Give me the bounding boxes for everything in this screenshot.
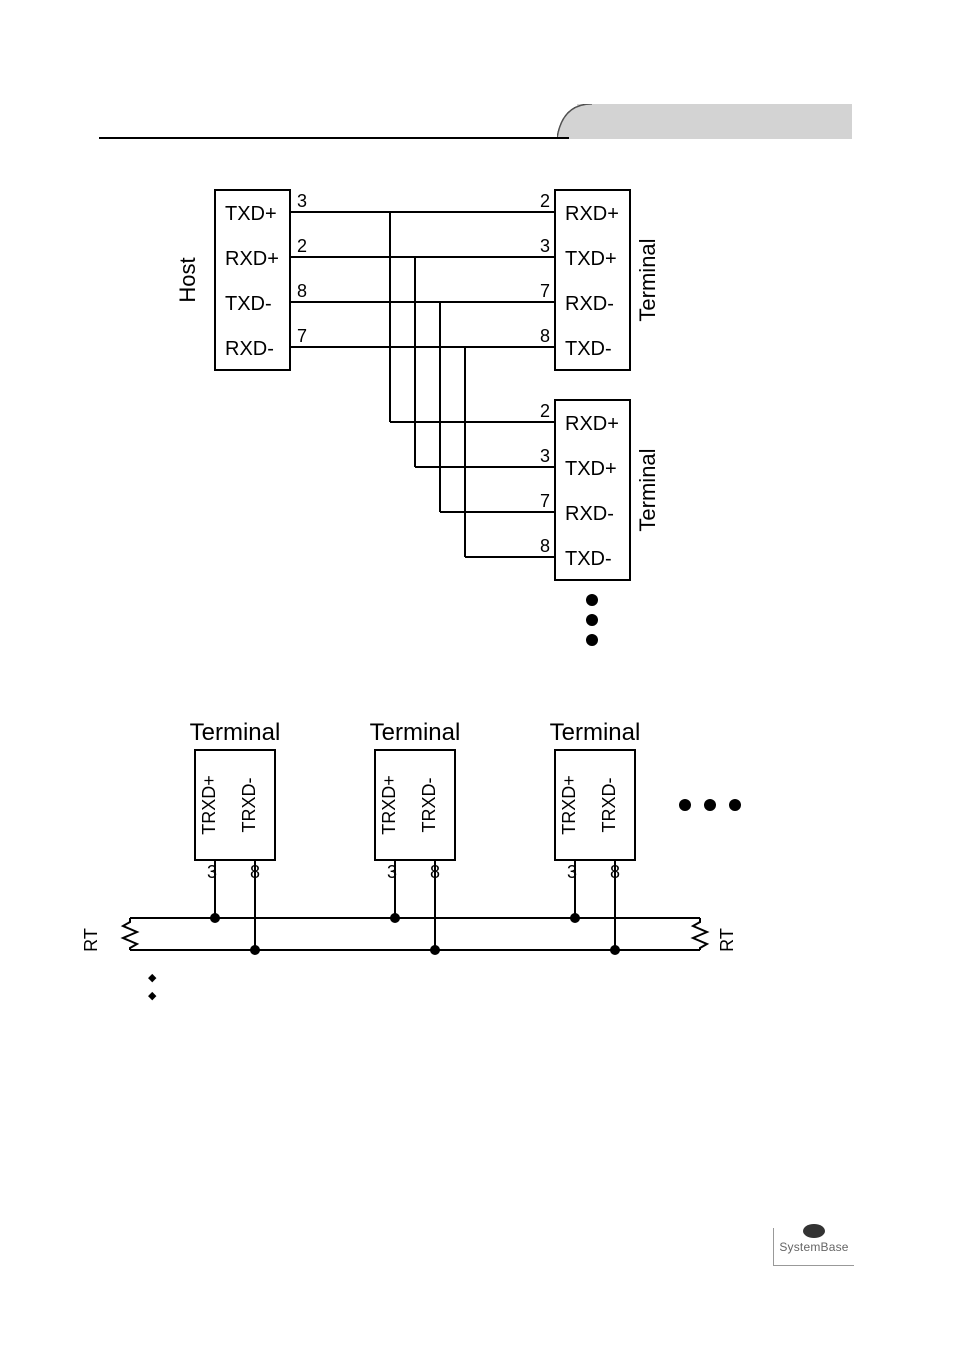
rs422-wiring-diagram: Host TXD+ RXD+ TXD- RXD- 3 2 8 7 Termina… xyxy=(165,180,725,650)
t2-pin-8: 8 xyxy=(540,536,550,556)
host-label: Host xyxy=(175,257,200,302)
t2-sig-rxdp: RXD+ xyxy=(565,413,619,435)
terminal-block-3: Terminal TRXD+ TRXD- 3 8 xyxy=(550,720,641,955)
more-dot-1 xyxy=(586,594,598,606)
host-pin-2: 2 xyxy=(297,236,307,256)
t1-sig-rxdp: RXD+ xyxy=(565,203,619,225)
footer-line xyxy=(774,1265,854,1266)
tb3-sig-n: TRXD- xyxy=(599,778,619,833)
tb3-label: Terminal xyxy=(550,720,641,746)
header-curve xyxy=(557,104,592,139)
more2-dot-2 xyxy=(704,799,716,811)
host-sig-rxdp: RXD+ xyxy=(225,248,279,270)
tb1-sig-n: TRXD- xyxy=(239,778,259,833)
t1-pin-3: 3 xyxy=(540,236,550,256)
more2-dot-3 xyxy=(729,799,741,811)
t1-sig-txdp: TXD+ xyxy=(565,248,617,270)
host-sig-rxdn: RXD- xyxy=(225,338,274,360)
host-pin-3: 3 xyxy=(297,191,307,211)
tb2-sig-n: TRXD- xyxy=(419,778,439,833)
note-2: ◆ xyxy=(148,988,156,1006)
terminal-block-2: Terminal TRXD+ TRXD- 3 8 xyxy=(370,720,461,955)
terminal2-label: Terminal xyxy=(635,448,660,531)
rt-right xyxy=(693,918,707,950)
t2-pin-2: 2 xyxy=(540,401,550,421)
tb3-sig-p: TRXD+ xyxy=(559,775,579,835)
tb1-sig-p: TRXD+ xyxy=(199,775,219,835)
rs485-multidrop-diagram: RT RT Terminal TRXD+ TRXD- 3 8 Terminal … xyxy=(75,720,795,980)
t2-sig-rxdn: RXD- xyxy=(565,503,614,525)
tb1-label: Terminal xyxy=(190,720,281,746)
rt-right-label: RT xyxy=(717,928,737,952)
header-band xyxy=(577,104,852,139)
tb2-label: Terminal xyxy=(370,720,461,746)
rt-left xyxy=(123,918,137,950)
header-underline xyxy=(99,137,569,139)
t1-sig-rxdn: RXD- xyxy=(565,293,614,315)
host-sig-txdp: TXD+ xyxy=(225,203,277,225)
t1-pin-2: 2 xyxy=(540,191,550,211)
footer-logo: SystemBase xyxy=(774,1224,854,1254)
notes-block: ◆ ◆ xyxy=(146,970,156,1005)
t1-pin-8: 8 xyxy=(540,326,550,346)
more-dot-2 xyxy=(586,614,598,626)
tb2-sig-p: TRXD+ xyxy=(379,775,399,835)
t2-pin-3: 3 xyxy=(540,446,550,466)
t2-sig-txdp: TXD+ xyxy=(565,458,617,480)
t2-sig-txdn: TXD- xyxy=(565,548,612,570)
host-sig-txdn: TXD- xyxy=(225,293,272,315)
terminal1-label: Terminal xyxy=(635,238,660,321)
more-dot-3 xyxy=(586,634,598,646)
terminal-block-1: Terminal TRXD+ TRXD- 3 8 xyxy=(190,720,281,955)
t1-pin-7: 7 xyxy=(540,281,550,301)
note-1: ◆ xyxy=(148,970,156,988)
host-pin-8: 8 xyxy=(297,281,307,301)
t1-sig-txdn: TXD- xyxy=(565,338,612,360)
host-pin-7: 7 xyxy=(297,326,307,346)
rt-left-label: RT xyxy=(81,928,101,952)
footer-logo-icon xyxy=(803,1224,825,1238)
t2-pin-7: 7 xyxy=(540,491,550,511)
more2-dot-1 xyxy=(679,799,691,811)
footer-brand: SystemBase xyxy=(774,1240,854,1254)
